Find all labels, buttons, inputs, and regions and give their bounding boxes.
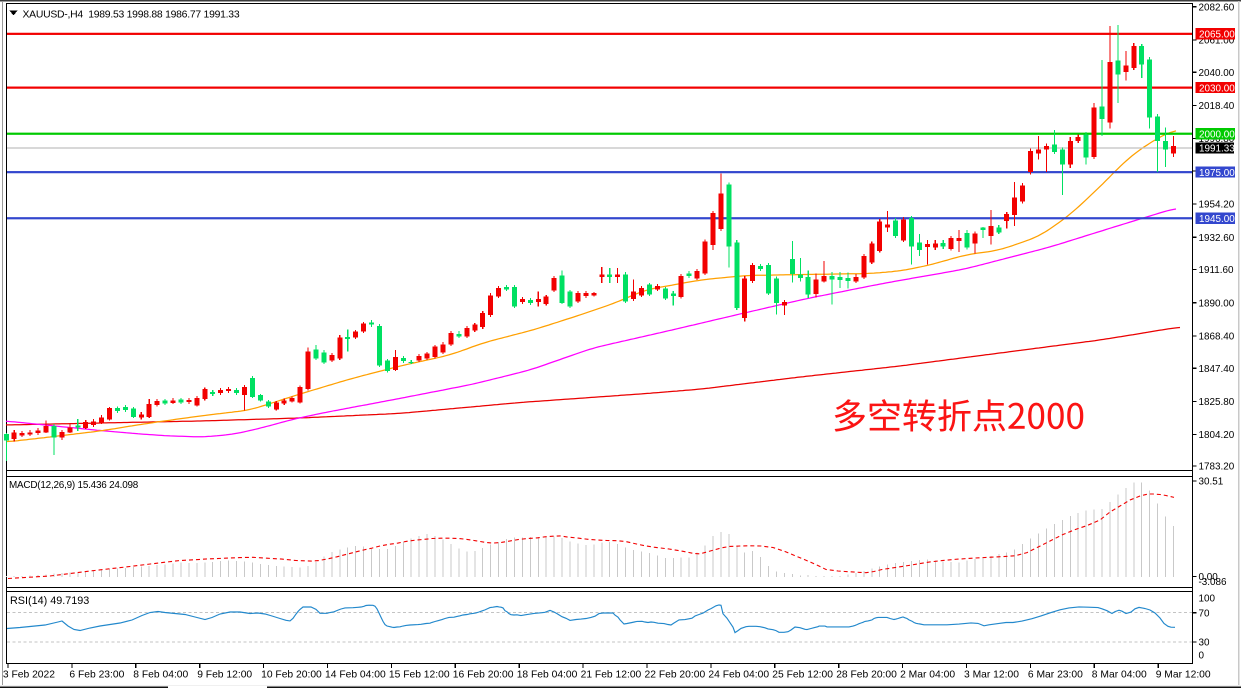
svg-text:0.00: 0.00 (1199, 572, 1219, 583)
svg-text:30: 30 (1199, 638, 1210, 649)
svg-text:8 Mar 04:00: 8 Mar 04:00 (1092, 669, 1147, 680)
svg-text:9 Feb 12:00: 9 Feb 12:00 (197, 669, 252, 680)
svg-text:25 Feb 12:00: 25 Feb 12:00 (772, 669, 833, 680)
svg-text:1996.80: 1996.80 (1199, 134, 1235, 145)
svg-text:1825.80: 1825.80 (1199, 397, 1235, 408)
svg-text:2040.00: 2040.00 (1199, 68, 1235, 79)
svg-text:3 Mar 12:00: 3 Mar 12:00 (964, 669, 1019, 680)
svg-text:2 Mar 04:00: 2 Mar 04:00 (900, 669, 955, 680)
svg-text:8 Feb 04:00: 8 Feb 04:00 (133, 669, 188, 680)
svg-text:2082.60: 2082.60 (1199, 2, 1235, 13)
svg-text:MACD(12,26,9) 15.436 24.098: MACD(12,26,9) 15.436 24.098 (9, 480, 139, 491)
svg-text:1783.20: 1783.20 (1199, 462, 1235, 473)
svg-text:XAUUSD-,H4 1989.53 1998.88 19: XAUUSD-,H4 1989.53 1998.88 1986.77 1991.… (23, 10, 240, 21)
svg-text:14 Feb 04:00: 14 Feb 04:00 (325, 669, 386, 680)
svg-text:2061.00: 2061.00 (1199, 36, 1235, 47)
svg-text:9 Mar 12:00: 9 Mar 12:00 (1156, 669, 1211, 680)
svg-text:21 Feb 12:00: 21 Feb 12:00 (581, 669, 642, 680)
svg-text:6 Feb 23:00: 6 Feb 23:00 (69, 669, 124, 680)
svg-text:1975.00: 1975.00 (1199, 168, 1235, 179)
svg-text:1945.00: 1945.00 (1199, 214, 1235, 225)
svg-text:70: 70 (1199, 608, 1210, 619)
svg-text:0: 0 (1199, 651, 1205, 662)
svg-text:1847.40: 1847.40 (1199, 364, 1235, 375)
svg-text:30.51: 30.51 (1199, 477, 1224, 488)
svg-text:1911.60: 1911.60 (1199, 265, 1234, 276)
svg-text:6 Mar 23:00: 6 Mar 23:00 (1028, 669, 1083, 680)
svg-text:1868.40: 1868.40 (1199, 332, 1235, 343)
svg-text:1991.33: 1991.33 (1199, 144, 1235, 155)
svg-text:1804.20: 1804.20 (1199, 430, 1235, 441)
svg-text:2065.00: 2065.00 (1199, 30, 1235, 41)
svg-text:2000.00: 2000.00 (1199, 129, 1235, 140)
svg-text:24 Feb 04:00: 24 Feb 04:00 (708, 669, 769, 680)
svg-text:-3.086: -3.086 (1199, 577, 1228, 588)
svg-text:RSI(14) 49.7193: RSI(14) 49.7193 (10, 595, 89, 607)
svg-text:2018.40: 2018.40 (1199, 101, 1235, 112)
svg-text:22 Feb 20:00: 22 Feb 20:00 (645, 669, 706, 680)
svg-text:3 Feb 2022: 3 Feb 2022 (3, 669, 55, 680)
svg-text:10 Feb 20:00: 10 Feb 20:00 (261, 669, 322, 680)
svg-text:2030.00: 2030.00 (1199, 83, 1235, 94)
svg-text:1932.60: 1932.60 (1199, 233, 1235, 244)
svg-text:16 Feb 20:00: 16 Feb 20:00 (453, 669, 514, 680)
svg-text:100: 100 (1199, 593, 1216, 604)
svg-text:28 Feb 20:00: 28 Feb 20:00 (836, 669, 897, 680)
svg-text:15 Feb 12:00: 15 Feb 12:00 (389, 669, 450, 680)
svg-text:1954.20: 1954.20 (1199, 200, 1235, 211)
svg-text:1890.00: 1890.00 (1199, 298, 1235, 309)
svg-text:18 Feb 04:00: 18 Feb 04:00 (517, 669, 578, 680)
